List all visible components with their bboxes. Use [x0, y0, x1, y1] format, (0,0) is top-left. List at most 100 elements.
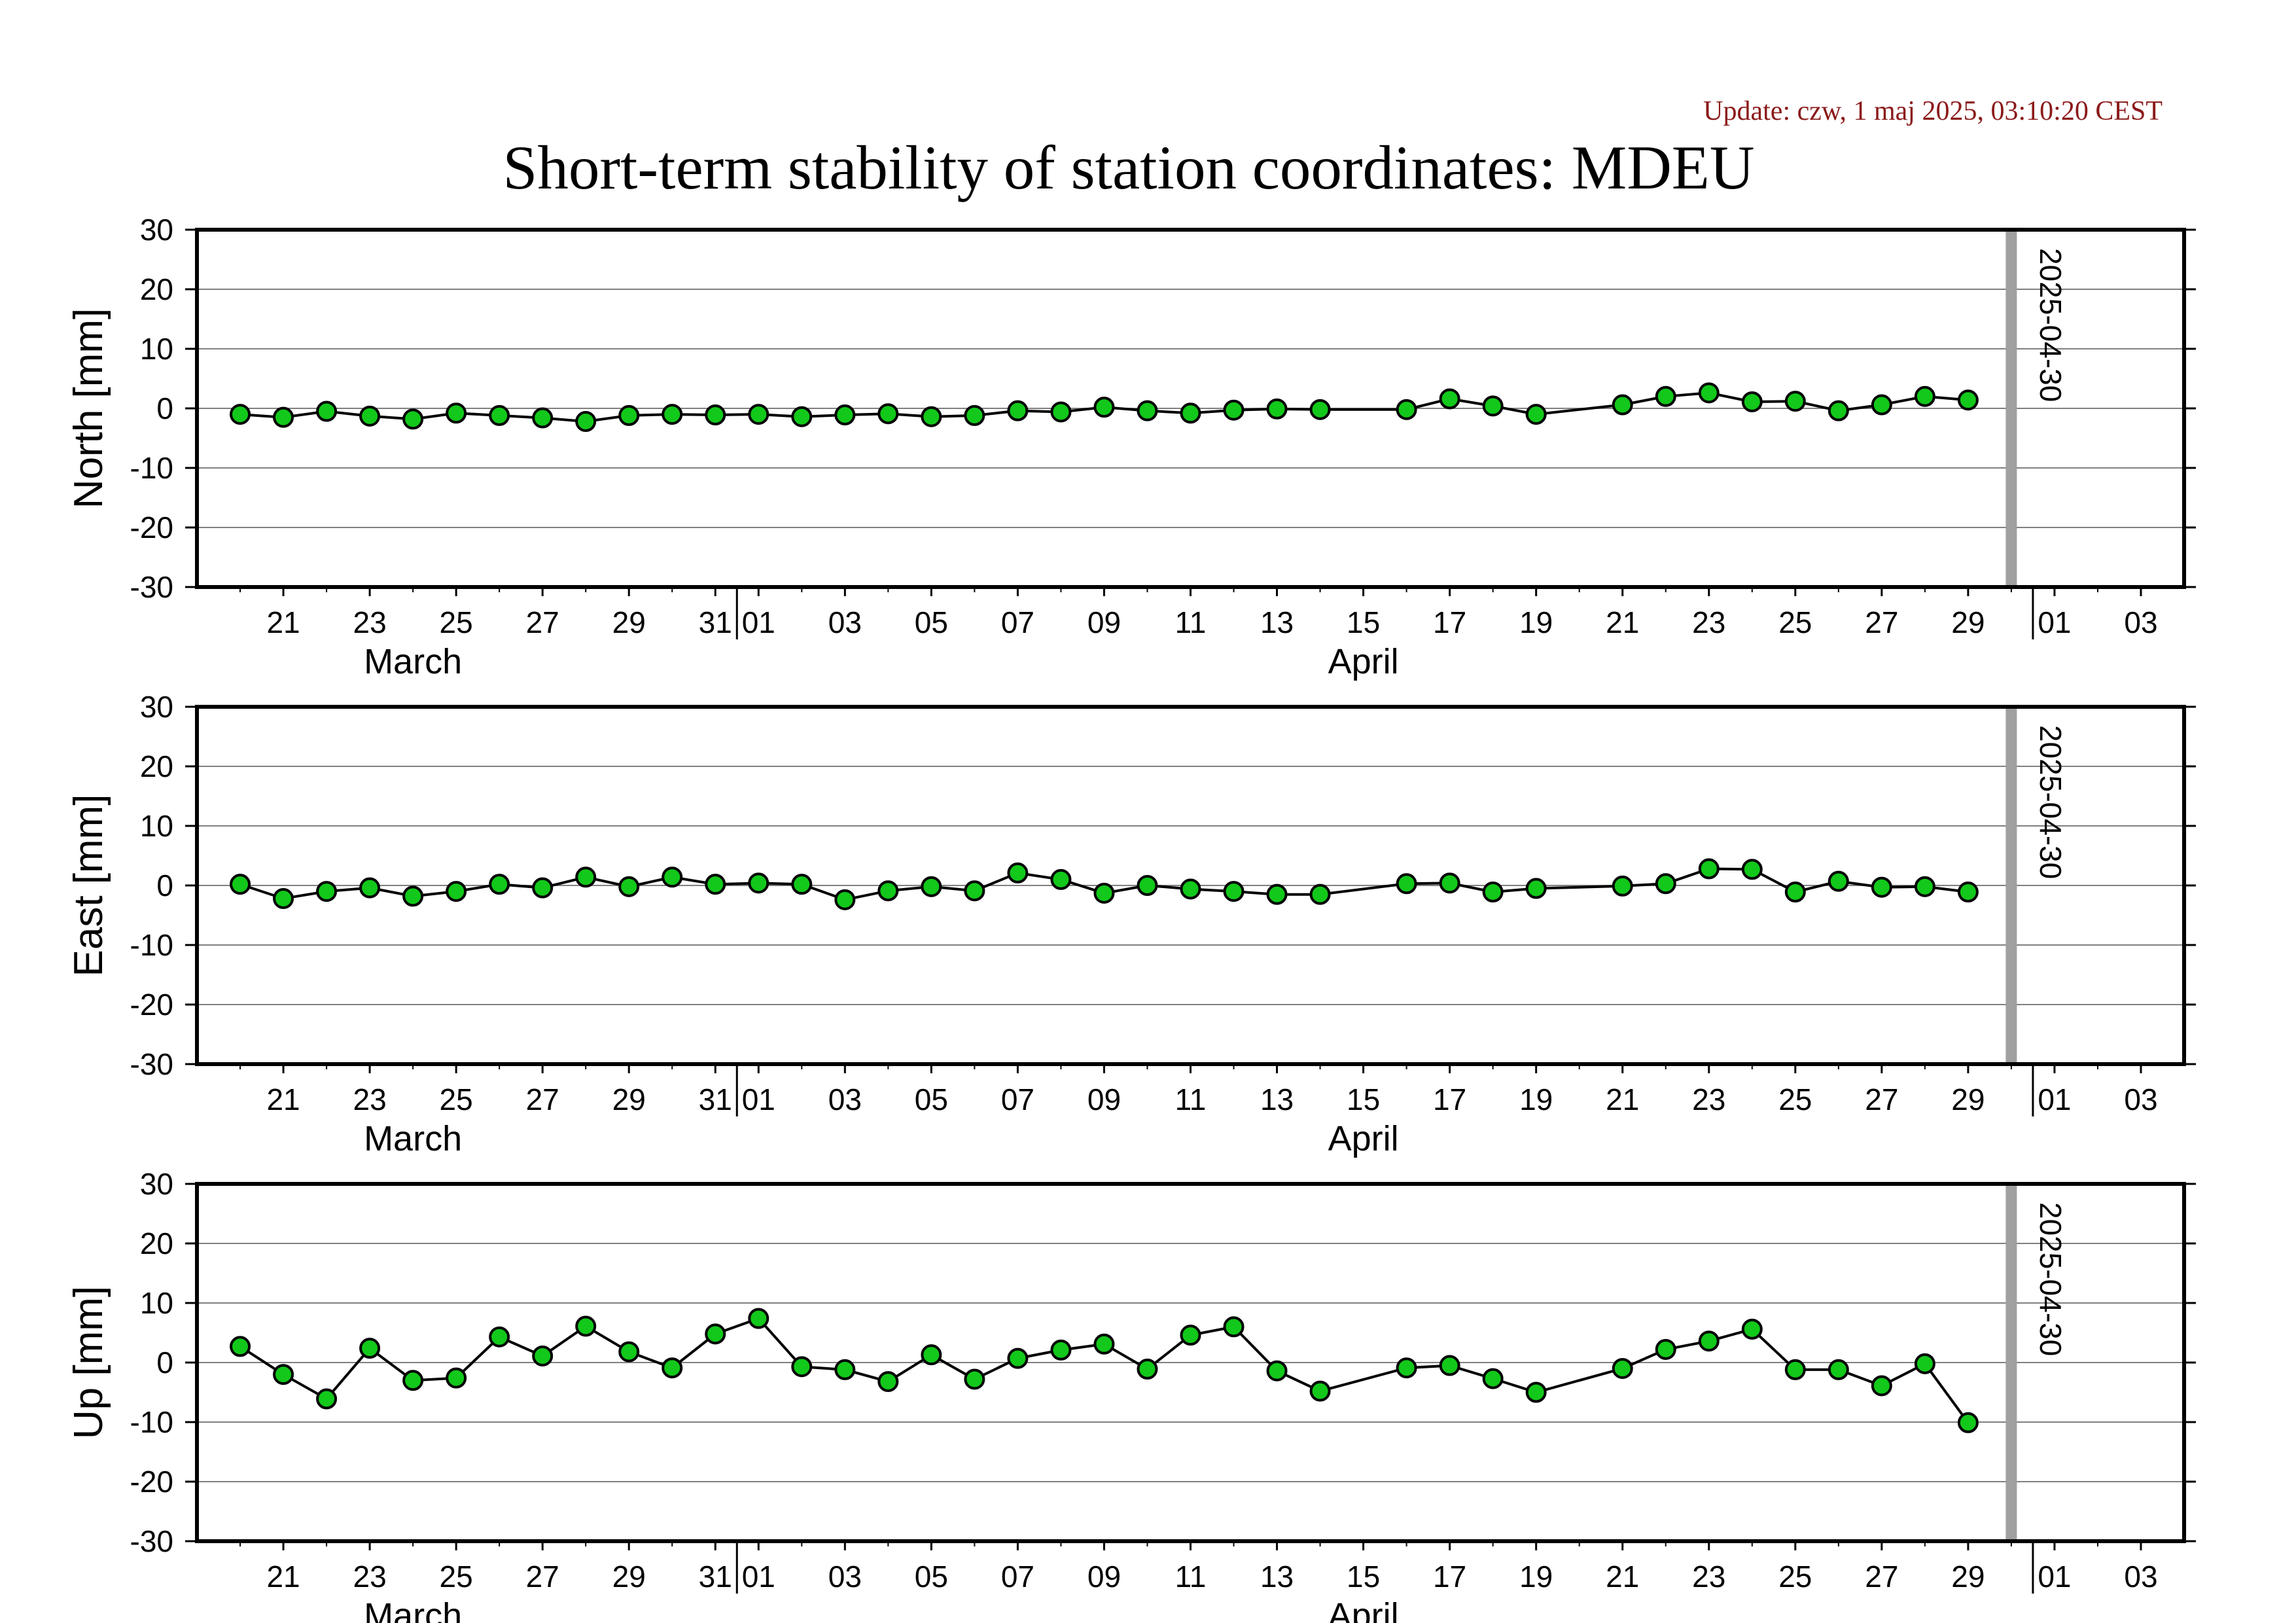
data-point — [748, 872, 769, 894]
data-point — [1266, 398, 1288, 419]
data-point — [705, 1323, 726, 1345]
data-point — [1137, 400, 1158, 421]
data-point — [1482, 1368, 1504, 1389]
x-tick-label: 17 — [1433, 1082, 1466, 1116]
y-tick-label: 10 — [140, 1286, 173, 1320]
data-point — [1784, 882, 1806, 903]
data-point — [1396, 399, 1417, 420]
data-point — [402, 885, 424, 907]
data-point — [1741, 1319, 1763, 1340]
x-tick-label: 17 — [1433, 605, 1466, 639]
y-tick-label: -30 — [130, 1524, 173, 1558]
x-tick-label: 03 — [2124, 1560, 2157, 1594]
data-point — [1137, 875, 1158, 896]
data-point — [1871, 1375, 1892, 1397]
x-tick-label: 21 — [1606, 605, 1639, 639]
data-point — [1007, 862, 1029, 883]
data-point — [1914, 876, 1935, 897]
data-point — [1914, 1353, 1935, 1374]
data-point — [662, 1357, 683, 1379]
data-point — [1871, 394, 1892, 416]
data-point — [316, 881, 338, 902]
data-point — [921, 876, 942, 897]
data-point — [1655, 1338, 1676, 1360]
x-tick-label: 29 — [612, 1082, 646, 1116]
x-tick-label: 15 — [1347, 605, 1380, 639]
x-tick-label: 01 — [742, 605, 775, 639]
x-tick-label: 11 — [1175, 605, 1207, 639]
data-point — [273, 1364, 294, 1385]
month-label: April — [1328, 1596, 1399, 1623]
data-point — [1612, 394, 1633, 416]
x-tick-label: 01 — [2038, 605, 2071, 639]
data-point — [748, 404, 769, 425]
data-point — [489, 404, 510, 426]
data-point — [1525, 878, 1547, 899]
y-tick-label: -20 — [130, 988, 173, 1022]
data-point — [1266, 883, 1288, 905]
y-tick-label: -10 — [130, 1405, 173, 1439]
data-point — [921, 406, 942, 427]
x-tick-label: 21 — [266, 1560, 300, 1594]
data-point — [1957, 389, 1979, 411]
x-tick-label: 27 — [1865, 1560, 1898, 1594]
y-tick-label: 0 — [156, 1346, 173, 1380]
x-tick-label: 19 — [1519, 1082, 1553, 1116]
data-point — [791, 1356, 813, 1378]
x-tick-label: 01 — [2038, 1560, 2071, 1594]
data-point — [705, 874, 726, 895]
data-point — [964, 880, 985, 902]
data-point — [532, 407, 554, 429]
y-tick-label: 0 — [156, 868, 173, 902]
data-point — [1093, 1333, 1115, 1355]
y-tick-label: 30 — [140, 690, 173, 724]
data-point — [662, 866, 683, 888]
data-point — [402, 408, 424, 430]
data-point — [1223, 881, 1245, 902]
data-point — [1309, 883, 1331, 905]
x-tick-label: 27 — [1865, 1082, 1898, 1116]
data-point — [1655, 385, 1676, 407]
x-tick-label: 09 — [1087, 1560, 1121, 1594]
x-tick-label: 15 — [1347, 1082, 1380, 1116]
x-tick-label: 29 — [1951, 605, 1985, 639]
data-point — [1439, 872, 1460, 894]
data-point — [446, 881, 467, 902]
data-point — [1698, 1330, 1720, 1352]
data-point — [1698, 382, 1720, 404]
x-tick-label: 07 — [1001, 1560, 1034, 1594]
x-tick-label: 03 — [828, 1082, 862, 1116]
data-point — [402, 1370, 424, 1391]
data-point — [1439, 388, 1460, 410]
data-point — [273, 888, 294, 910]
x-tick-label: 15 — [1347, 1560, 1380, 1594]
y-tick-label: 20 — [140, 749, 173, 783]
x-tick-label: 25 — [1778, 1560, 1812, 1594]
data-point — [1612, 875, 1633, 897]
data-point — [1482, 882, 1504, 903]
x-tick-label: 01 — [742, 1560, 775, 1594]
month-label: March — [364, 1119, 462, 1158]
y-tick-label: 20 — [140, 1226, 173, 1260]
x-tick-label: 21 — [266, 605, 300, 639]
data-point — [316, 401, 338, 422]
data-point — [1396, 1357, 1417, 1379]
data-point — [1266, 1360, 1288, 1382]
data-point — [1784, 1359, 1806, 1380]
data-point — [1871, 876, 1892, 898]
data-point — [1828, 870, 1849, 892]
data-point — [1093, 397, 1115, 418]
x-tick-label: 23 — [353, 1560, 387, 1594]
month-label: April — [1328, 642, 1399, 681]
x-tick-label: 03 — [828, 605, 862, 639]
x-tick-label: 21 — [266, 1082, 300, 1116]
data-point — [446, 402, 467, 424]
reference-date-label: 2025-04-30 — [2034, 248, 2068, 402]
x-tick-label: 03 — [828, 1560, 862, 1594]
y-tick-label: -20 — [130, 510, 173, 544]
y-tick-label: -30 — [130, 570, 173, 604]
data-point — [316, 1388, 338, 1410]
data-point — [1439, 1355, 1460, 1376]
x-tick-label: 29 — [612, 1560, 646, 1594]
data-point — [1007, 1347, 1029, 1369]
